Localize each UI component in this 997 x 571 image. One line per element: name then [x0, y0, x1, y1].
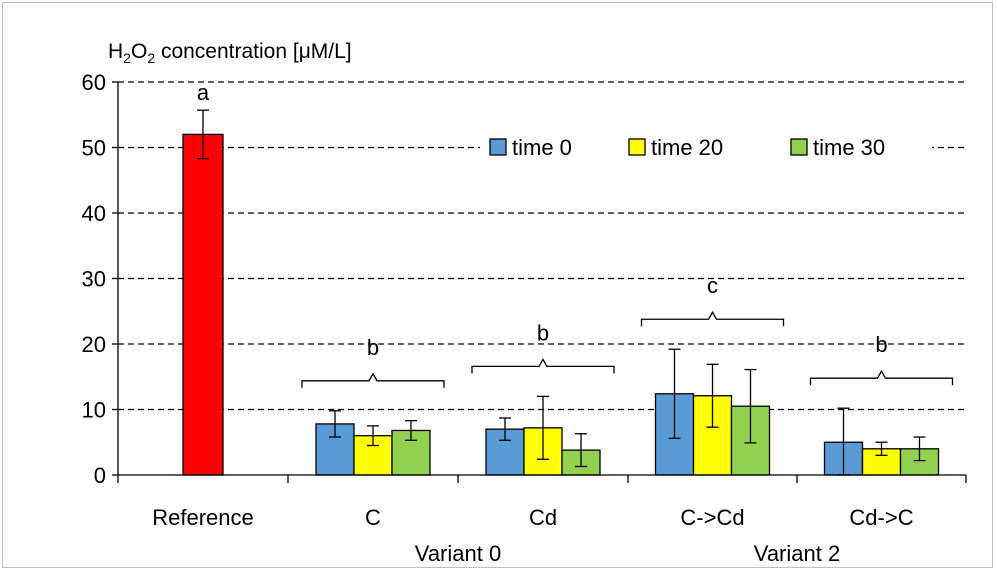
y-tick-label-10: 10	[82, 398, 106, 423]
significance-reference: a	[197, 80, 210, 105]
y-tick-label-30: 30	[82, 267, 106, 292]
axis-labels: 0 10 20 30 40 50 60 a Reference b Cb Cd c C->Cd b Cd->C…	[82, 70, 914, 566]
y-tick-label-20: 20	[82, 332, 106, 357]
x-label-Cd: Cd	[529, 505, 557, 530]
legend: time 0 time 20 time 30	[480, 128, 932, 166]
y-tick-label-40: 40	[82, 201, 106, 226]
legend-swatch-time-30	[790, 138, 808, 156]
x-label-Cd->C: Cd->C	[849, 505, 913, 530]
legend-label-time-20: time 20	[651, 135, 723, 160]
brace-C	[301, 372, 445, 388]
brace-Cd	[471, 358, 615, 374]
brace-Cd->C	[809, 369, 954, 386]
y-axis-title: H2O2 concentration [μM/L]	[108, 40, 352, 66]
gridlines	[118, 81, 966, 411]
x-label-C: C	[365, 505, 381, 530]
significance-Cd->C: b	[875, 332, 887, 357]
y-tick-label-50: 50	[82, 136, 106, 161]
x-group-label-Variant-0: Variant 0	[415, 541, 501, 566]
legend-label-time-30: time 30	[813, 135, 885, 160]
axes	[112, 81, 967, 483]
x-group-label-Variant-2: Variant 2	[754, 541, 840, 566]
y-tick-label-0: 0	[94, 463, 106, 488]
x-label-reference: Reference	[152, 505, 254, 530]
y-tick-label-60: 60	[82, 70, 106, 95]
bar-reference	[182, 133, 224, 476]
significance-Cd: b	[537, 320, 549, 345]
legend-swatch-time-20	[628, 138, 646, 156]
significance-C->Cd: c	[707, 273, 718, 298]
legend-swatch-time-0	[489, 138, 507, 156]
legend-label-time-0: time 0	[512, 135, 572, 160]
x-label-C->Cd: C->Cd	[680, 505, 744, 530]
significance-C: b	[367, 335, 379, 360]
legend-background	[480, 128, 932, 166]
brace-C->Cd	[640, 310, 785, 327]
